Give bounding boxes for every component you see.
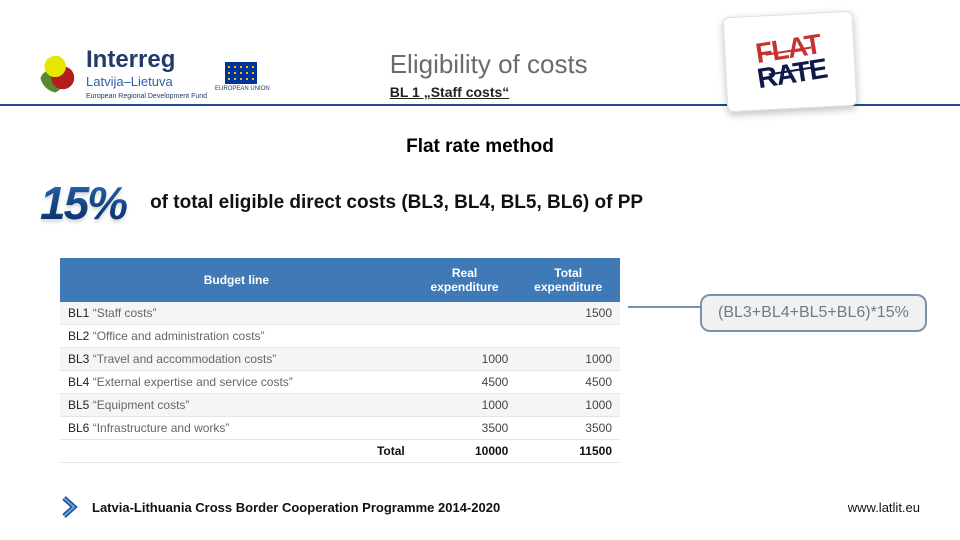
cell-real: 3500	[413, 417, 517, 440]
table-total-row: Total1000011500	[60, 440, 620, 463]
eu-flag-block: EUROPEAN UNION	[215, 56, 270, 92]
total-real: 10000	[413, 440, 517, 463]
interreg-swirl-icon	[40, 55, 78, 93]
total-label: Total	[60, 440, 413, 463]
th-budget-line: Budget line	[60, 258, 413, 302]
page-title-block: Eligibility of costs BL 1 „Staff costs“	[390, 49, 588, 100]
cell-real: 1000	[413, 394, 517, 417]
footer-url: www.latlit.eu	[848, 500, 920, 515]
cell-budget-line: BL2 “Office and administration costs”	[60, 325, 413, 348]
total-total: 11500	[516, 440, 620, 463]
page-title: Eligibility of costs	[390, 49, 588, 80]
footer-left: Latvia-Lithuania Cross Border Cooperatio…	[60, 496, 500, 518]
formula-callout: (BL3+BL4+BL5+BL6)*15%	[700, 294, 927, 332]
table-row: BL4 “External expertise and service cost…	[60, 371, 620, 394]
cell-total: 1000	[516, 394, 620, 417]
cell-real	[413, 325, 517, 348]
cell-real	[413, 302, 517, 325]
table-row: BL6 “Infrastructure and works”35003500	[60, 417, 620, 440]
cell-total: 4500	[516, 371, 620, 394]
cell-real: 1000	[413, 348, 517, 371]
eu-flag-icon	[225, 62, 257, 84]
page-subtitle: BL 1 „Staff costs“	[390, 84, 588, 100]
cell-total: 3500	[516, 417, 620, 440]
th-real: Real expenditure	[413, 258, 517, 302]
eu-flag-label: EUROPEAN UNION	[215, 86, 270, 92]
brand-name: Interreg	[86, 48, 207, 72]
chevron-icon	[60, 496, 82, 518]
footer-programme: Latvia-Lithuania Cross Border Cooperatio…	[92, 500, 500, 515]
cell-budget-line: BL1 “Staff costs”	[60, 302, 413, 325]
cell-total: 1500	[516, 302, 620, 325]
callout-connector	[628, 306, 702, 308]
cell-budget-line: BL3 “Travel and accommodation costs”	[60, 348, 413, 371]
section-title: Flat rate method	[0, 136, 960, 158]
programme-logo: Interreg Latvija–Lietuva European Region…	[40, 48, 270, 100]
stamp-text: FLAT RATE	[751, 31, 828, 92]
flat-rate-stamp: FLAT RATE	[723, 11, 858, 113]
stamp-line2: RATE	[755, 56, 828, 92]
footer: Latvia-Lithuania Cross Border Cooperatio…	[0, 496, 960, 518]
brand-tagline: European Regional Development Fund	[86, 93, 207, 100]
brand-text-block: Interreg Latvija–Lietuva European Region…	[86, 48, 207, 100]
budget-table: Budget line Real expenditure Total expen…	[60, 258, 620, 463]
percent-graphic: 15%	[40, 176, 132, 230]
table-row: BL1 “Staff costs” 1500	[60, 302, 620, 325]
budget-table-wrap: Budget line Real expenditure Total expen…	[60, 258, 920, 463]
body-text: of total eligible direct costs (BL3, BL4…	[150, 192, 643, 214]
table-row: BL3 “Travel and accommodation costs”1000…	[60, 348, 620, 371]
table-row: BL2 “Office and administration costs”	[60, 325, 620, 348]
table-row: BL5 “Equipment costs”10001000	[60, 394, 620, 417]
cell-budget-line: BL4 “External expertise and service cost…	[60, 371, 413, 394]
cell-real: 4500	[413, 371, 517, 394]
cell-total	[516, 325, 620, 348]
cell-budget-line: BL5 “Equipment costs”	[60, 394, 413, 417]
th-total: Total expenditure	[516, 258, 620, 302]
cell-budget-line: BL6 “Infrastructure and works”	[60, 417, 413, 440]
cell-total: 1000	[516, 348, 620, 371]
brand-subname: Latvija–Lietuva	[86, 74, 207, 89]
body-row: 15% of total eligible direct costs (BL3,…	[40, 176, 920, 230]
